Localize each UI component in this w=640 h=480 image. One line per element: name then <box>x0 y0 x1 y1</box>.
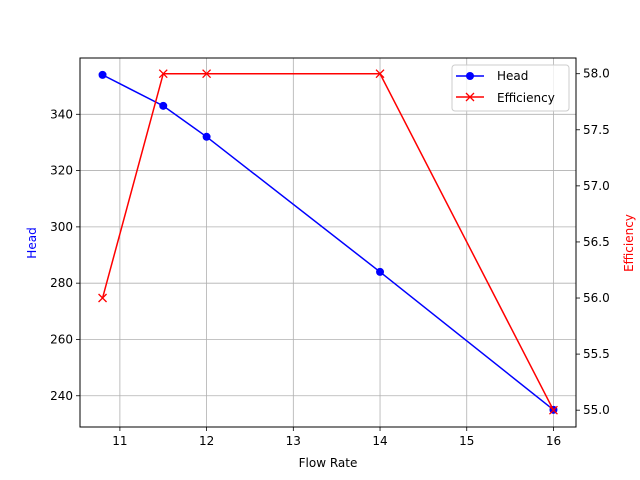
series-line-efficiency <box>101 72 555 411</box>
y-tick-label: 340 <box>50 107 73 121</box>
y2-tick-label: 58.0 <box>583 67 610 81</box>
y2-tick-label: 57.0 <box>583 179 610 193</box>
y-tick-label: 260 <box>50 332 73 346</box>
y-tick-label: 300 <box>50 220 73 234</box>
series-line-head <box>102 74 554 411</box>
data-point-marker <box>98 70 107 79</box>
left-y-axis-label: Head <box>25 227 39 258</box>
legend-efficiency-marker-icon <box>465 92 475 102</box>
x-tick-label: 15 <box>459 434 474 448</box>
x-tick-label: 12 <box>199 434 214 448</box>
data-point-marker <box>376 267 385 276</box>
grid-lines <box>80 58 576 427</box>
y2-tick-label: 55.5 <box>583 347 610 361</box>
data-point-marker <box>98 293 108 303</box>
y2-tick-label: 56.0 <box>583 291 610 305</box>
y2-tick-label: 56.5 <box>583 235 610 249</box>
x-tick-label: 13 <box>286 434 301 448</box>
left-y-axis-ticks: 240 260 280 300 320 340 <box>50 107 80 403</box>
right-y-axis-ticks: 55.0 55.5 56.0 56.5 57.0 57.5 58.0 <box>576 67 610 417</box>
data-point-marker <box>202 132 211 141</box>
legend-head-label: Head <box>497 69 528 83</box>
x-tick-label: 14 <box>372 434 387 448</box>
x-tick-label: 16 <box>546 434 561 448</box>
legend: Head Efficiency <box>451 64 570 112</box>
right-y-axis-label: Efficiency <box>622 214 636 272</box>
data-point-marker <box>159 101 168 110</box>
data-point-marker <box>202 69 212 79</box>
x-axis-ticks: 11 12 13 14 15 16 <box>112 427 561 448</box>
y2-tick-label: 57.5 <box>583 123 610 137</box>
y2-tick-label: 55.0 <box>583 403 610 417</box>
data-point-marker <box>158 69 168 79</box>
legend-efficiency-label: Efficiency <box>497 91 555 105</box>
data-point-marker <box>548 405 558 415</box>
plot-lines <box>98 69 558 415</box>
y-tick-label: 240 <box>50 389 73 403</box>
plot-area-frame <box>79 57 577 428</box>
x-tick-label: 11 <box>112 434 127 448</box>
y-tick-label: 280 <box>50 276 73 290</box>
y-tick-label: 320 <box>50 164 73 178</box>
data-point-marker <box>375 69 385 79</box>
x-axis-label: Flow Rate <box>299 456 358 470</box>
legend-head-marker-icon <box>466 72 474 80</box>
